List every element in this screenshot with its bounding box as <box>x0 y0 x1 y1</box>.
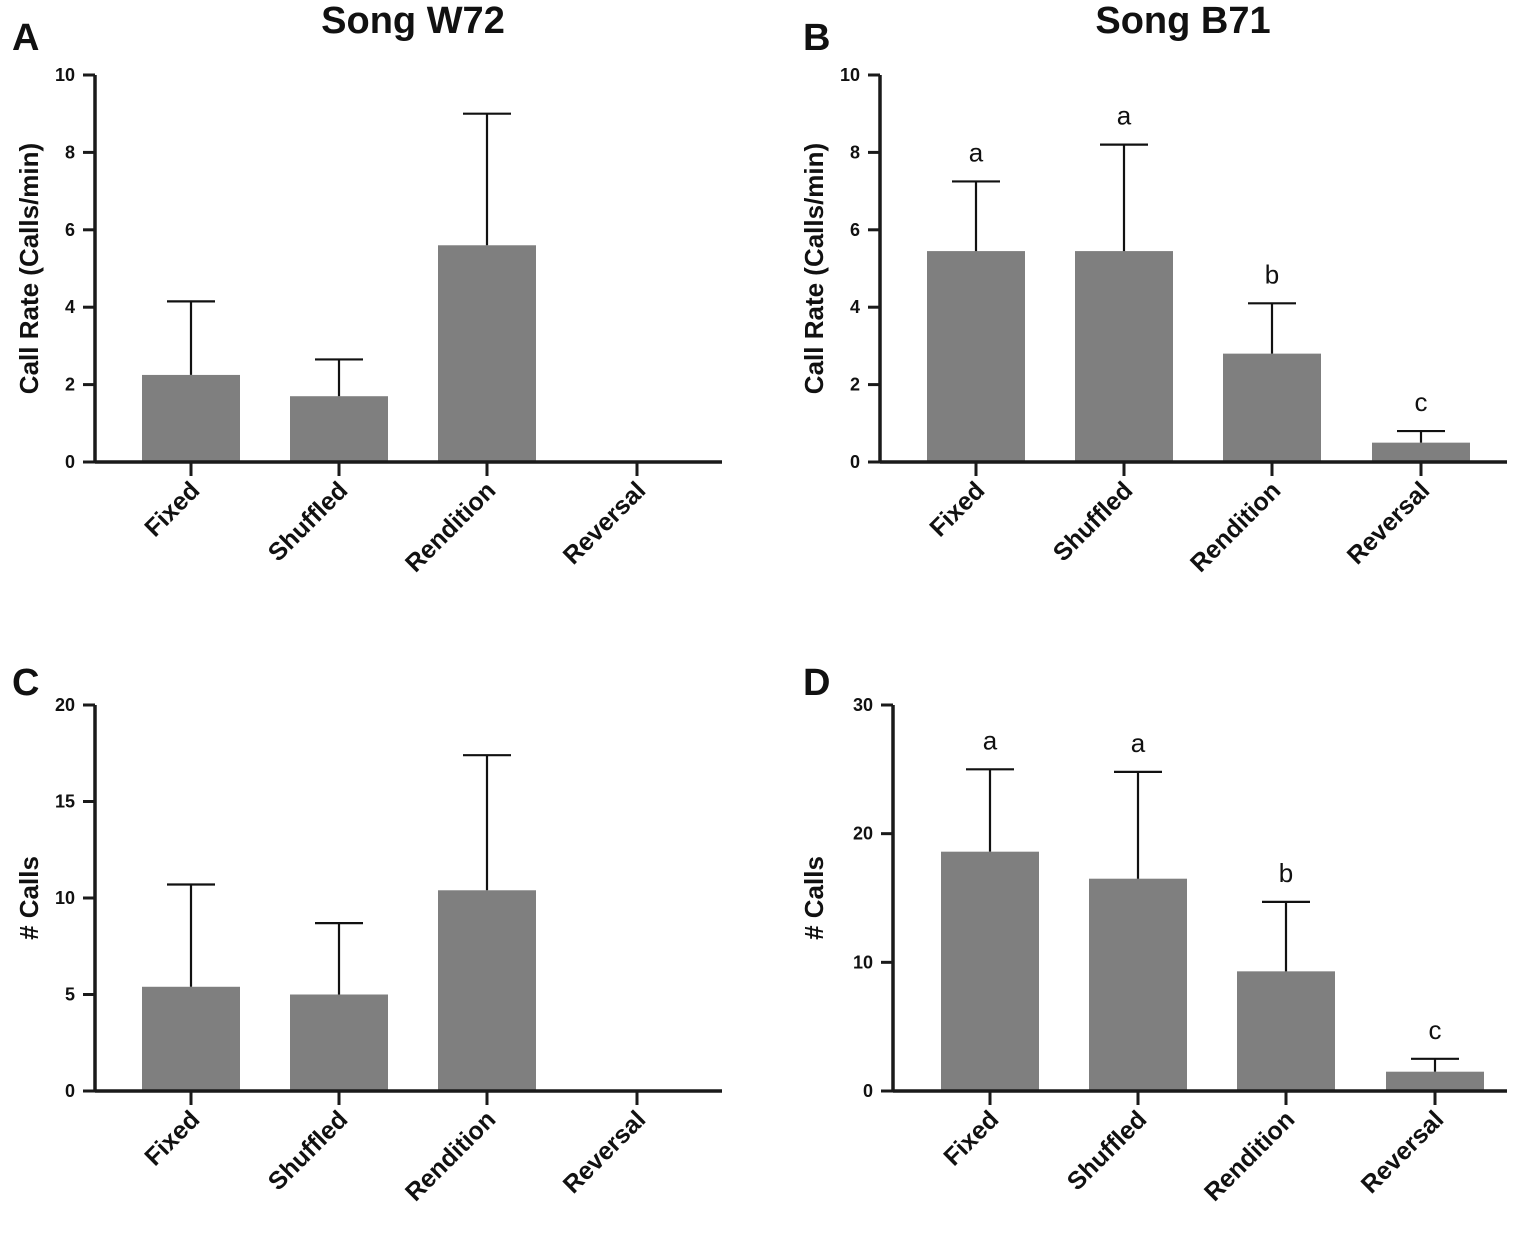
panel-letter: D <box>803 662 830 704</box>
chart-panel-b: B Call Rate (Calls/min) a a b c 0 2 4 6 8 10 Fixed Sh… <box>799 17 1507 578</box>
panels: A Call Rate (Calls/min) 0 2 4 6 8 10 Fixed Shuffl… <box>12 17 1507 1207</box>
y-tick-label: 8 <box>65 142 75 162</box>
bar-fixed <box>927 251 1025 462</box>
panel-letter: A <box>12 17 39 59</box>
significance-label: b <box>1279 858 1293 888</box>
y-tick-label: 10 <box>853 952 873 972</box>
chart-panel-a: A Call Rate (Calls/min) 0 2 4 6 8 10 Fixed Shuffl… <box>12 17 722 578</box>
significance-label: a <box>1117 101 1132 131</box>
bar-shuffled <box>1075 251 1173 462</box>
x-tick-label: Shuffled <box>263 1105 354 1196</box>
chart-panel-c: C # Calls 0 5 10 15 20 Fixed Shuffled Rendition Re… <box>12 662 722 1207</box>
significance-label: c <box>1415 387 1428 417</box>
y-tick-label: 6 <box>65 220 75 240</box>
y-tick-label: 4 <box>850 297 860 317</box>
y-tick-label: 0 <box>65 452 75 472</box>
significance-label: c <box>1429 1015 1442 1045</box>
x-tick-label: Fixed <box>139 1105 205 1171</box>
x-tick-label: Rendition <box>1185 476 1286 577</box>
y-tick-label: 0 <box>65 1081 75 1101</box>
y-tick-label: 2 <box>850 375 860 395</box>
y-tick-label: 20 <box>853 824 873 844</box>
bar-fixed <box>941 851 1039 1091</box>
x-tick-label: Shuffled <box>1062 1105 1153 1196</box>
bar-shuffled <box>290 994 388 1091</box>
column-title-right: Song B71 <box>1095 0 1270 42</box>
x-tick-label: Reversal <box>1356 1105 1450 1199</box>
y-tick-label: 0 <box>850 452 860 472</box>
x-tick-label: Fixed <box>938 1105 1004 1171</box>
y-tick-label: 6 <box>850 220 860 240</box>
x-tick-label: Rendition <box>1199 1105 1300 1206</box>
panel-letter: C <box>12 662 39 704</box>
y-tick-label: 5 <box>65 985 75 1005</box>
bar-rendition <box>438 890 536 1091</box>
x-tick-label: Reversal <box>558 1105 652 1199</box>
y-axis-label: Call Rate (Calls/min) <box>14 143 44 394</box>
y-axis-label: # Calls <box>14 856 44 940</box>
x-tick-label: Reversal <box>558 476 652 570</box>
significance-label: b <box>1265 259 1279 289</box>
y-tick-label: 0 <box>863 1081 873 1101</box>
x-tick-label: Shuffled <box>263 476 354 567</box>
bar-shuffled <box>1089 878 1187 1091</box>
panel-letter: B <box>803 17 830 59</box>
x-tick-label: Shuffled <box>1048 476 1139 567</box>
y-tick-label: 30 <box>853 695 873 715</box>
bar-fixed <box>142 986 240 1091</box>
chart-panel-d: D # Calls a a b c 0 10 20 30 Fixed Shuffled Renditio… <box>799 662 1507 1207</box>
significance-label: a <box>969 137 984 167</box>
y-tick-label: 10 <box>840 65 860 85</box>
significance-label: a <box>983 725 998 755</box>
y-axis-label: Call Rate (Calls/min) <box>799 143 829 394</box>
y-tick-label: 10 <box>55 65 75 85</box>
bar-rendition <box>1237 971 1335 1091</box>
bar-rendition <box>438 245 536 462</box>
y-tick-label: 4 <box>65 297 75 317</box>
y-tick-label: 2 <box>65 375 75 395</box>
bar-fixed <box>142 374 240 462</box>
y-tick-label: 10 <box>55 888 75 908</box>
y-tick-label: 8 <box>850 142 860 162</box>
y-axis-label: # Calls <box>799 856 829 940</box>
x-tick-label: Fixed <box>139 476 205 542</box>
x-tick-label: Rendition <box>400 1105 501 1206</box>
bar-reversal <box>1372 442 1470 462</box>
x-tick-label: Fixed <box>924 476 990 542</box>
x-tick-label: Rendition <box>400 476 501 577</box>
significance-label: a <box>1131 728 1146 758</box>
bar-shuffled <box>290 396 388 462</box>
x-tick-label: Reversal <box>1342 476 1436 570</box>
y-tick-label: 20 <box>55 695 75 715</box>
y-tick-label: 15 <box>55 792 75 812</box>
bar-reversal <box>1386 1071 1484 1091</box>
bar-rendition <box>1223 353 1321 462</box>
column-title-left: Song W72 <box>321 0 505 42</box>
